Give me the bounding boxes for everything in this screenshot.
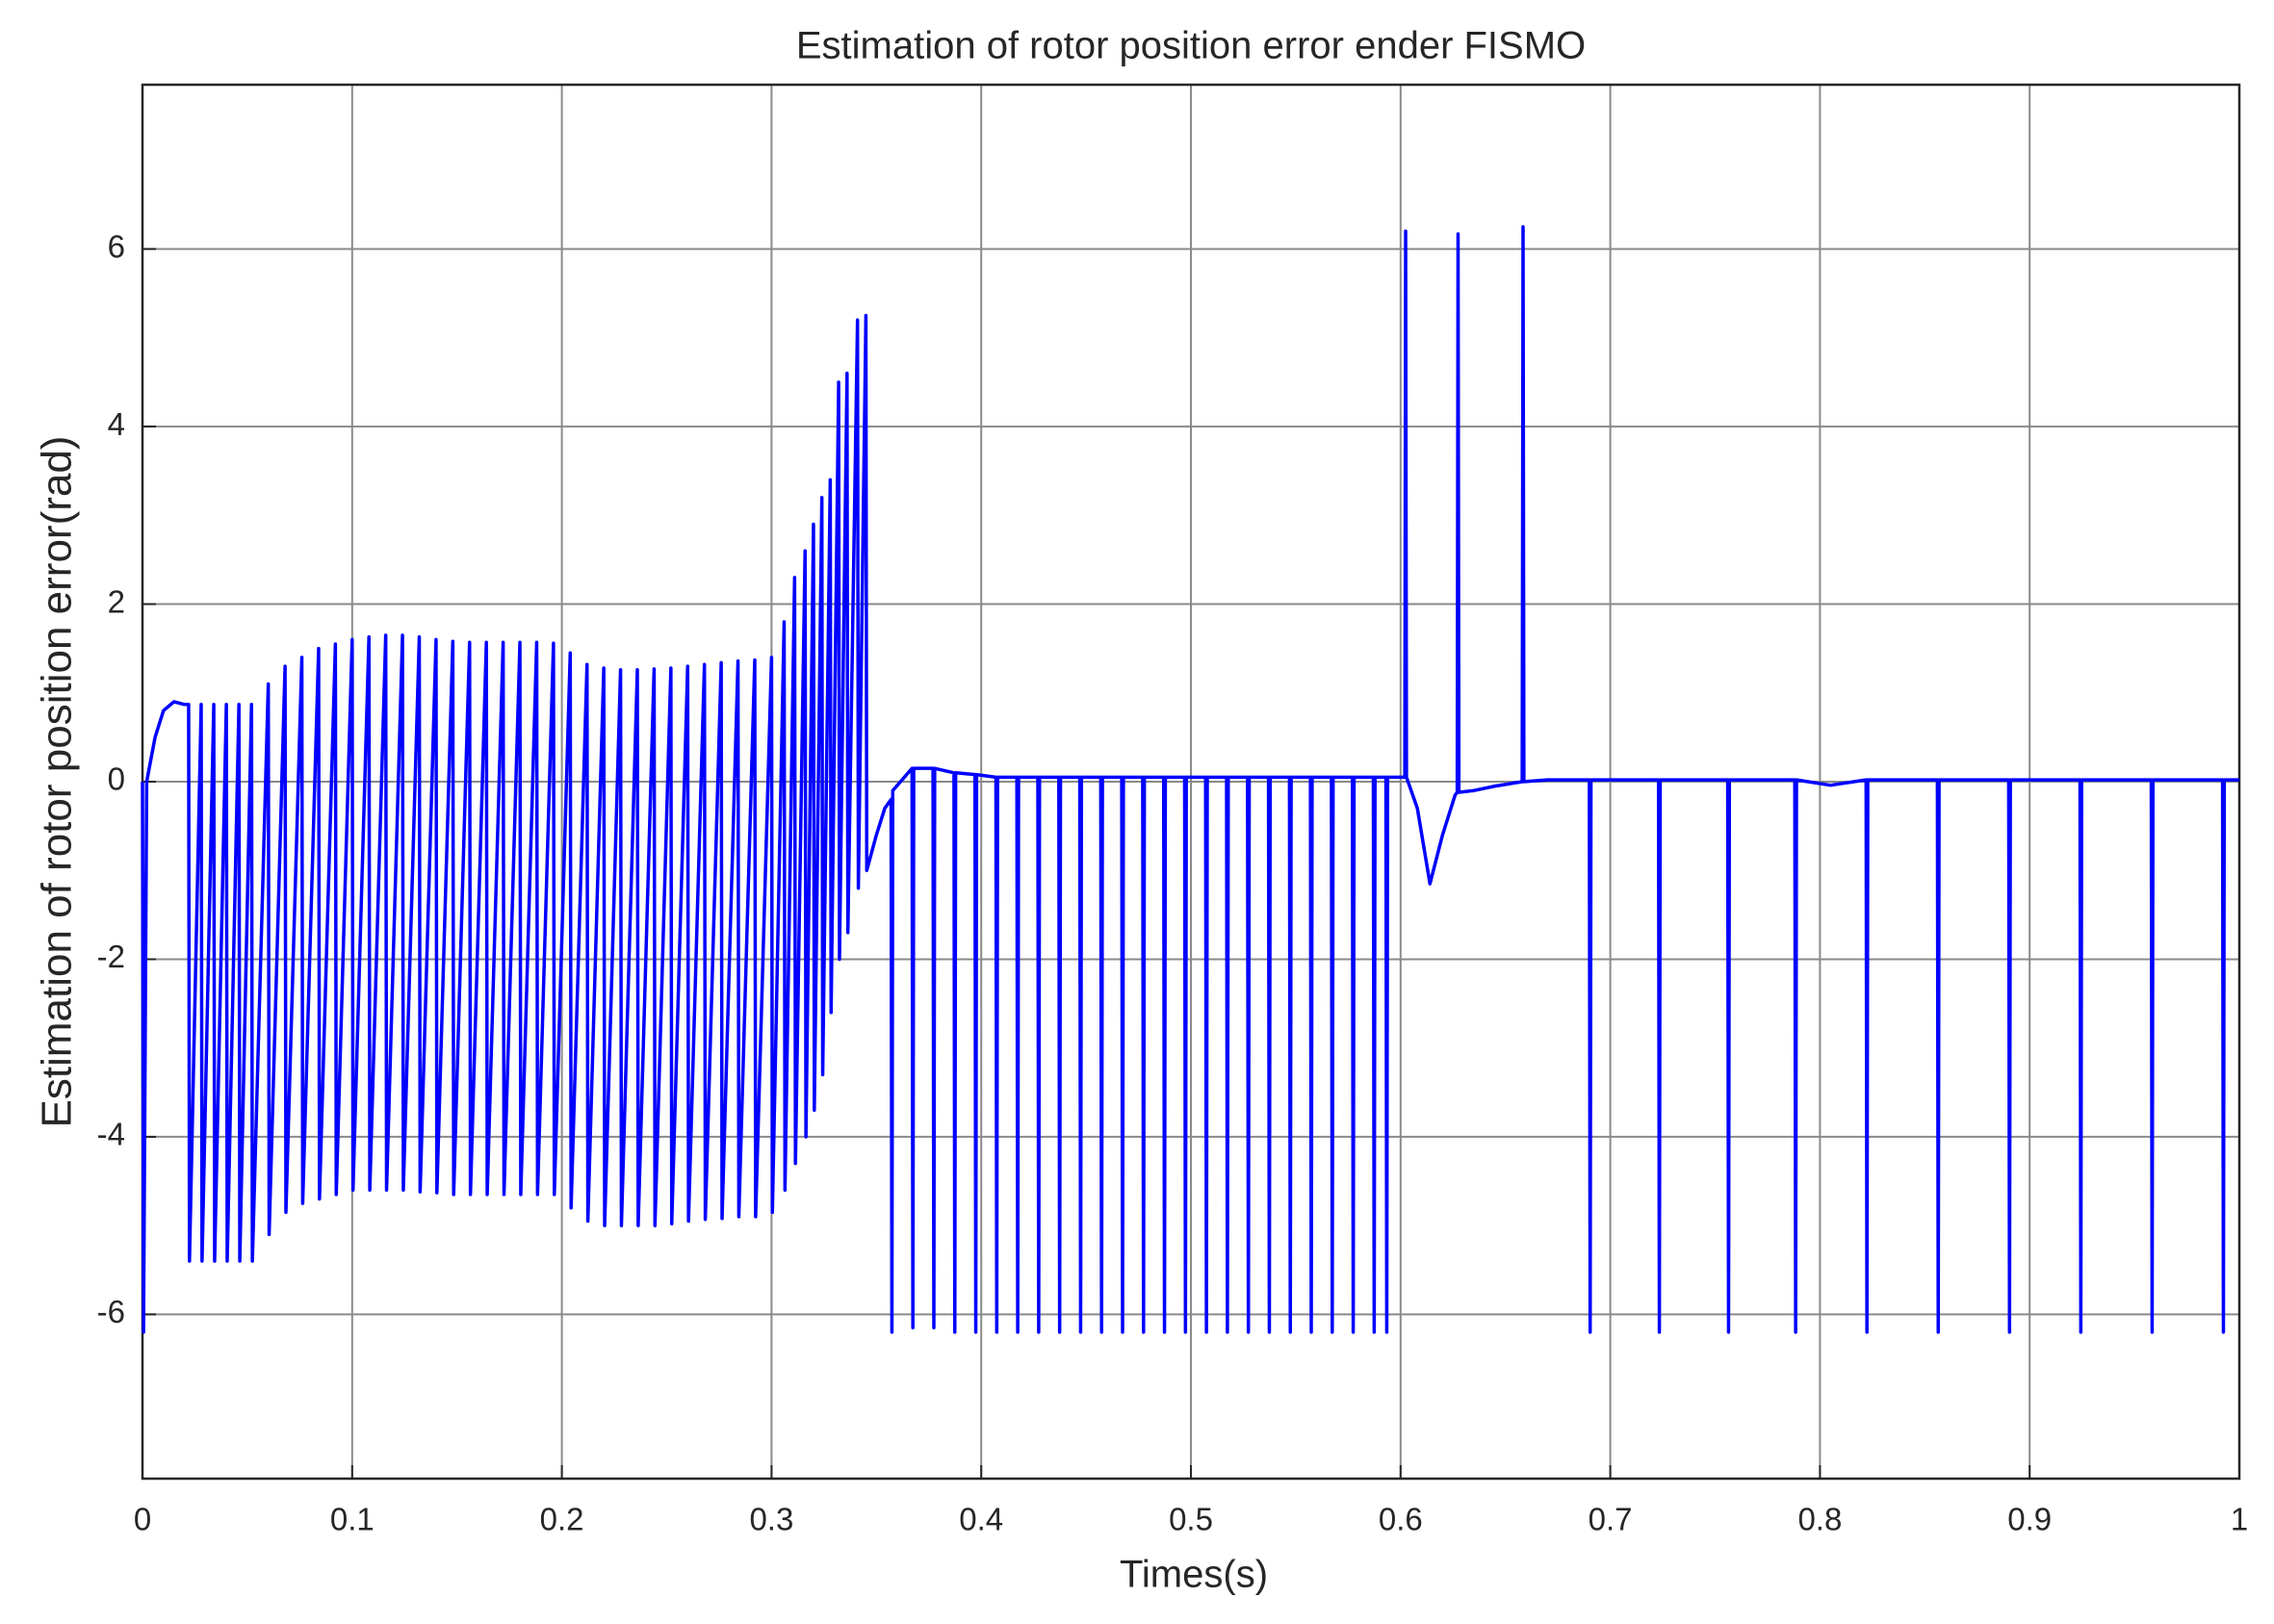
x-tick-label: 0.2 xyxy=(540,1502,584,1537)
y-tick-label: 6 xyxy=(108,228,125,264)
y-axis-label: Estimation of rotor position error(rad) xyxy=(34,436,81,1128)
x-tick-label: 0.4 xyxy=(959,1502,1003,1537)
y-tick-label: 4 xyxy=(108,406,125,442)
x-tick-label: 0.3 xyxy=(749,1502,793,1537)
x-tick-label: 1 xyxy=(2231,1502,2248,1537)
x-tick-label: 0.8 xyxy=(1797,1502,1842,1537)
y-tick-label: 2 xyxy=(108,583,125,619)
x-tick-label: 0.6 xyxy=(1379,1502,1423,1537)
chart-title: Estimation of rotor position error ender… xyxy=(796,25,1586,67)
y-tick-label: -6 xyxy=(97,1294,125,1329)
x-tick-label: 0.9 xyxy=(2007,1502,2052,1537)
x-tick-label: 0.7 xyxy=(1589,1502,1633,1537)
x-axis-label: Times(s) xyxy=(1120,1554,1268,1596)
x-tick-label: 0.5 xyxy=(1169,1502,1213,1537)
x-tick-label: 0.1 xyxy=(330,1502,375,1537)
y-tick-label: -4 xyxy=(97,1117,125,1152)
y-tick-label: -2 xyxy=(97,939,125,974)
data-line xyxy=(141,224,2239,1334)
x-tick-label: 0 xyxy=(134,1502,151,1537)
y-tick-label: 0 xyxy=(108,761,125,797)
